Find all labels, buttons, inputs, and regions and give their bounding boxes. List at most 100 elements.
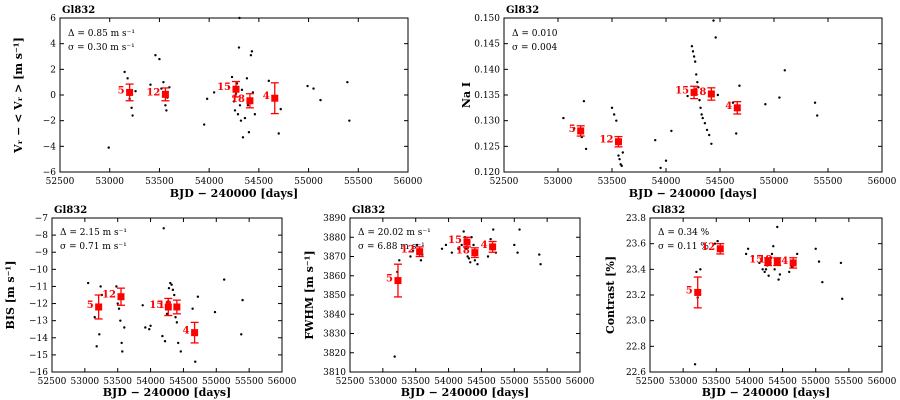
x-tick-label: 54500 — [706, 177, 735, 187]
data-point — [486, 255, 490, 258]
data-point — [699, 106, 702, 110]
data-point — [169, 281, 172, 285]
x-tick-label: 56000 — [394, 177, 423, 187]
data-point — [93, 316, 96, 319]
x-tick-label: 55000 — [760, 177, 789, 187]
data-point — [149, 324, 152, 327]
binned-point — [191, 329, 199, 337]
data-point — [761, 268, 764, 271]
y-tick-label: 22.6 — [626, 368, 646, 378]
data-point — [123, 326, 126, 329]
data-point — [773, 268, 776, 271]
data-point — [489, 237, 492, 241]
data-point — [250, 50, 254, 53]
data-point — [783, 69, 786, 72]
data-point — [764, 268, 768, 271]
data-point — [411, 249, 415, 252]
data-point — [119, 319, 122, 322]
data-point — [814, 247, 817, 250]
data-point — [582, 99, 586, 103]
x-tick-label: 52500 — [336, 377, 365, 387]
panel-title: Gl832 — [352, 205, 385, 216]
y-tick-label: 3890 — [323, 214, 346, 224]
data-point — [767, 274, 770, 277]
x-tick-label: 55500 — [235, 377, 264, 387]
data-point — [230, 75, 234, 79]
bin-count-label: 4 — [781, 256, 788, 267]
panel-nai: Gl832 Δ = 0.010 σ = 0.004 BJD − 240000 [… — [460, 5, 897, 200]
binned-point — [471, 249, 479, 257]
data-point — [698, 98, 701, 102]
data-point — [240, 333, 243, 336]
x-tick-label: 55500 — [814, 177, 843, 187]
data-point — [348, 119, 351, 122]
y-tick-label: −13 — [29, 317, 48, 327]
x-tick-label: 52500 — [38, 377, 67, 387]
data-point — [165, 109, 168, 112]
data-point — [419, 259, 423, 262]
data-point — [538, 253, 541, 256]
x-tick-label: 53000 — [544, 177, 573, 187]
y-tick-label: 3850 — [323, 291, 346, 301]
data-point — [695, 73, 698, 76]
y-tick-label: 23.8 — [626, 214, 646, 224]
y-tick-label: 3830 — [323, 330, 346, 340]
y-tick-label: 23.4 — [626, 265, 646, 275]
data-point — [130, 106, 133, 110]
y-tick-label: −6 — [43, 168, 57, 178]
data-point — [240, 88, 244, 92]
data-point — [692, 55, 696, 58]
stat-delta: Δ = 0.85 m s⁻¹ — [68, 29, 135, 39]
data-point — [778, 96, 781, 99]
data-point — [744, 252, 748, 256]
y-tick-label: 3810 — [323, 368, 346, 378]
plot-area: 52500 53000 53500 54000 54500 55000 55500 56000… — [29, 214, 297, 387]
x-tick-label: 55000 — [294, 177, 323, 187]
binned-point — [126, 88, 134, 96]
binned-point — [246, 97, 254, 105]
data-point — [116, 302, 119, 305]
x-tick-label: 55500 — [533, 377, 562, 387]
y-tick-label: 6 — [50, 14, 56, 24]
x-tick-label: 52500 — [490, 177, 519, 187]
y-tick-label: 2 — [50, 65, 56, 75]
binned-point — [614, 138, 622, 146]
x-tick-label: 55000 — [801, 377, 830, 387]
data-point — [703, 122, 707, 125]
data-point — [267, 79, 270, 83]
data-point — [247, 131, 251, 134]
bin-count-label: 12 — [600, 135, 614, 146]
data-point — [253, 113, 257, 116]
x-tick-label: 56000 — [868, 377, 897, 387]
data-point — [699, 268, 702, 271]
binned-point — [463, 238, 471, 246]
data-point — [279, 107, 282, 111]
x-tick-label: 54500 — [245, 177, 274, 187]
data-point — [696, 80, 699, 84]
data-point — [444, 243, 448, 247]
data-point — [238, 104, 242, 107]
data-point — [716, 239, 719, 243]
data-point — [841, 297, 844, 301]
x-tick-label: 52500 — [636, 377, 665, 387]
data-point — [770, 252, 774, 256]
x-tick-label: 53500 — [598, 177, 627, 187]
stat-sigma: σ = 6.88 m s⁻¹ — [358, 242, 425, 252]
data-point — [158, 57, 161, 61]
data-point — [670, 129, 673, 133]
data-point — [174, 316, 177, 319]
data-point — [693, 363, 697, 366]
x-tick-label: 54000 — [136, 377, 165, 387]
y-tick-label: 22.8 — [626, 342, 646, 352]
x-tick-label: 53500 — [401, 377, 430, 387]
data-point — [86, 281, 90, 285]
y-tick-label: 23.0 — [626, 317, 646, 327]
data-point — [393, 355, 396, 358]
binned-point — [733, 104, 741, 112]
data-point — [610, 106, 614, 110]
data-point — [817, 260, 821, 263]
data-point — [415, 243, 419, 247]
bin-count-label: 4 — [725, 101, 732, 112]
data-point — [409, 255, 412, 258]
data-point — [165, 312, 169, 316]
